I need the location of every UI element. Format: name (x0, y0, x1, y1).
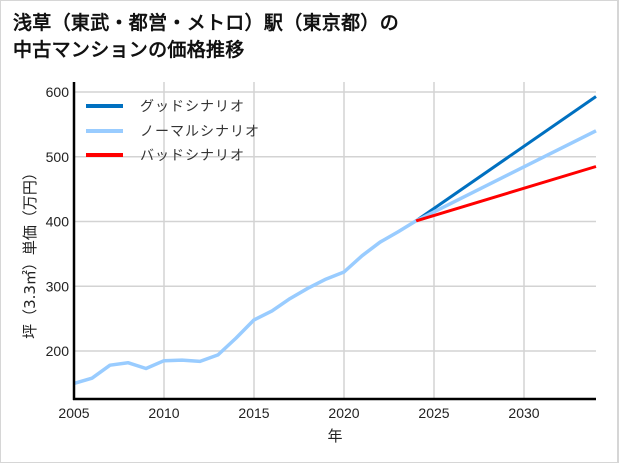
chart-title-line1: 浅草（東武・都営・メトロ）駅（東京都）の (13, 12, 400, 34)
legend-item-good: グッドシナリオ (86, 94, 260, 119)
legend-swatch-good (86, 104, 123, 109)
y-tick-label: 600 (46, 84, 70, 100)
series-lines (73, 95, 597, 386)
chart-title: 浅草（東武・都営・メトロ）駅（東京都）の 中古マンションの価格推移 (13, 10, 399, 64)
legend-item-normal: ノーマルシナリオ (86, 119, 260, 144)
x-tick-label: 2015 (238, 405, 269, 421)
series-line (415, 129, 597, 223)
x-tick-label: 2010 (148, 405, 179, 421)
legend-label-good: グッドシナリオ (140, 99, 245, 116)
chart-title-line2: 中古マンションの価格推移 (13, 39, 245, 61)
legend-swatch-bad (86, 153, 123, 158)
series-line (73, 219, 417, 386)
axes (72, 82, 596, 401)
legend-label-normal: ノーマルシナリオ (140, 123, 260, 140)
series-line (415, 95, 597, 223)
y-tick-labels: 200 300 400 500 600 (46, 84, 70, 359)
y-tick-label: 400 (46, 214, 70, 230)
legend-label-bad: バッドシナリオ (140, 148, 245, 165)
legend-swatch-normal (86, 128, 123, 133)
x-tick-labels: 2005 2010 2015 2020 2025 2030 (58, 405, 539, 421)
y-axis-label: 坪（3.3㎡）単価（万円） (21, 165, 39, 339)
y-tick-label: 300 (46, 278, 70, 294)
x-axis-label: 年 (327, 427, 342, 445)
x-tick-label: 2025 (418, 405, 449, 421)
x-tick-label: 2005 (58, 405, 89, 421)
x-tick-label: 2030 (508, 405, 539, 421)
y-tick-label: 200 (46, 343, 70, 359)
y-tick-label: 500 (46, 149, 70, 165)
x-tick-label: 2020 (328, 405, 359, 421)
series-line (415, 165, 597, 223)
legend: グッドシナリオ ノーマルシナリオ バッドシナリオ (86, 94, 260, 168)
legend-item-bad: バッドシナリオ (86, 143, 260, 168)
